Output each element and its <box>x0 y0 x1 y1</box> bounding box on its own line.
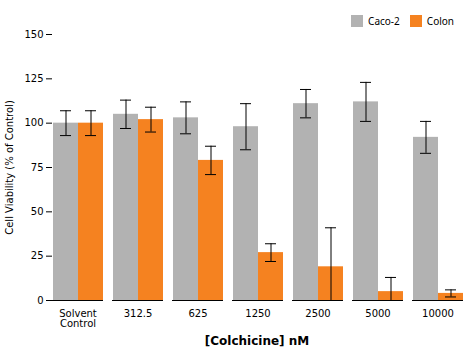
svg-text:100: 100 <box>24 117 43 128</box>
svg-text:Cell Viability (% of Control): Cell Viability (% of Control) <box>4 100 15 235</box>
html-text:[Colchicine] nM: [Colchicine] nM <box>204 334 310 348</box>
svg-text:312.5: 312.5 <box>124 308 153 319</box>
svg-text:625: 625 <box>188 308 207 319</box>
svg-text:1250: 1250 <box>245 308 270 319</box>
svg-text:5000: 5000 <box>365 308 390 319</box>
svg-text:10000: 10000 <box>422 308 454 319</box>
svg-text:50: 50 <box>31 206 44 217</box>
svg-text:150: 150 <box>24 29 43 40</box>
svg-text:0: 0 <box>37 295 43 306</box>
svg-text:2500: 2500 <box>305 308 330 319</box>
svg-text:75: 75 <box>31 162 44 173</box>
svg-text:125: 125 <box>24 73 43 84</box>
svg-text:25: 25 <box>31 250 44 261</box>
html-text:Caco-2: Caco-2 <box>368 13 400 28</box>
svg-text:SolventControl: SolventControl <box>59 308 97 329</box>
html-text:Colon: Colon <box>426 13 454 28</box>
